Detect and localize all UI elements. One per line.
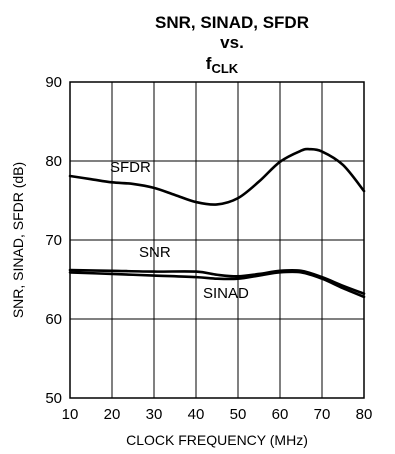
- x-tick-label-70: 70: [314, 406, 331, 423]
- x-tick-label-60: 60: [272, 406, 289, 423]
- chart-title-line1: SNR, SINAD, SFDR: [155, 13, 309, 32]
- y-tick-label-80: 80: [45, 153, 62, 170]
- grid: [70, 82, 364, 398]
- x-tick-label-20: 20: [104, 406, 121, 423]
- chart-title-line2: vs.: [220, 33, 244, 52]
- y-tick-labels: 50 60 70 80 90: [45, 74, 62, 407]
- y-tick-label-50: 50: [45, 390, 62, 407]
- chart-title-f: f: [206, 54, 212, 73]
- series-line-sfdr: [68, 147, 366, 206]
- x-tick-label-10: 10: [62, 406, 79, 423]
- series-line-snr: [68, 268, 366, 296]
- chart-title-line3: fCLK: [206, 54, 239, 76]
- y-tick-label-60: 60: [45, 311, 62, 328]
- x-axis-label: CLOCK FREQUENCY (MHz): [126, 432, 308, 448]
- y-axis-label: SNR, SINAD, SFDR (dB): [10, 162, 26, 318]
- series-label-snr: SNR: [139, 244, 171, 261]
- series-label-sinad: SINAD: [203, 285, 249, 302]
- y-tick-label-70: 70: [45, 232, 62, 249]
- chart-title-clk-subscript: CLK: [211, 61, 238, 76]
- x-tick-labels: 10 20 30 40 50 60 70 80: [62, 406, 373, 423]
- x-tick-label-50: 50: [230, 406, 247, 423]
- y-tick-label-90: 90: [45, 74, 62, 91]
- series-label-sfdr: SFDR: [110, 159, 151, 176]
- plot-frame: [69, 81, 365, 399]
- x-tick-label-30: 30: [146, 406, 163, 423]
- series-lines: [68, 147, 366, 299]
- x-tick-label-40: 40: [188, 406, 205, 423]
- series-line-sinad: [68, 270, 366, 299]
- x-tick-label-80: 80: [356, 406, 373, 423]
